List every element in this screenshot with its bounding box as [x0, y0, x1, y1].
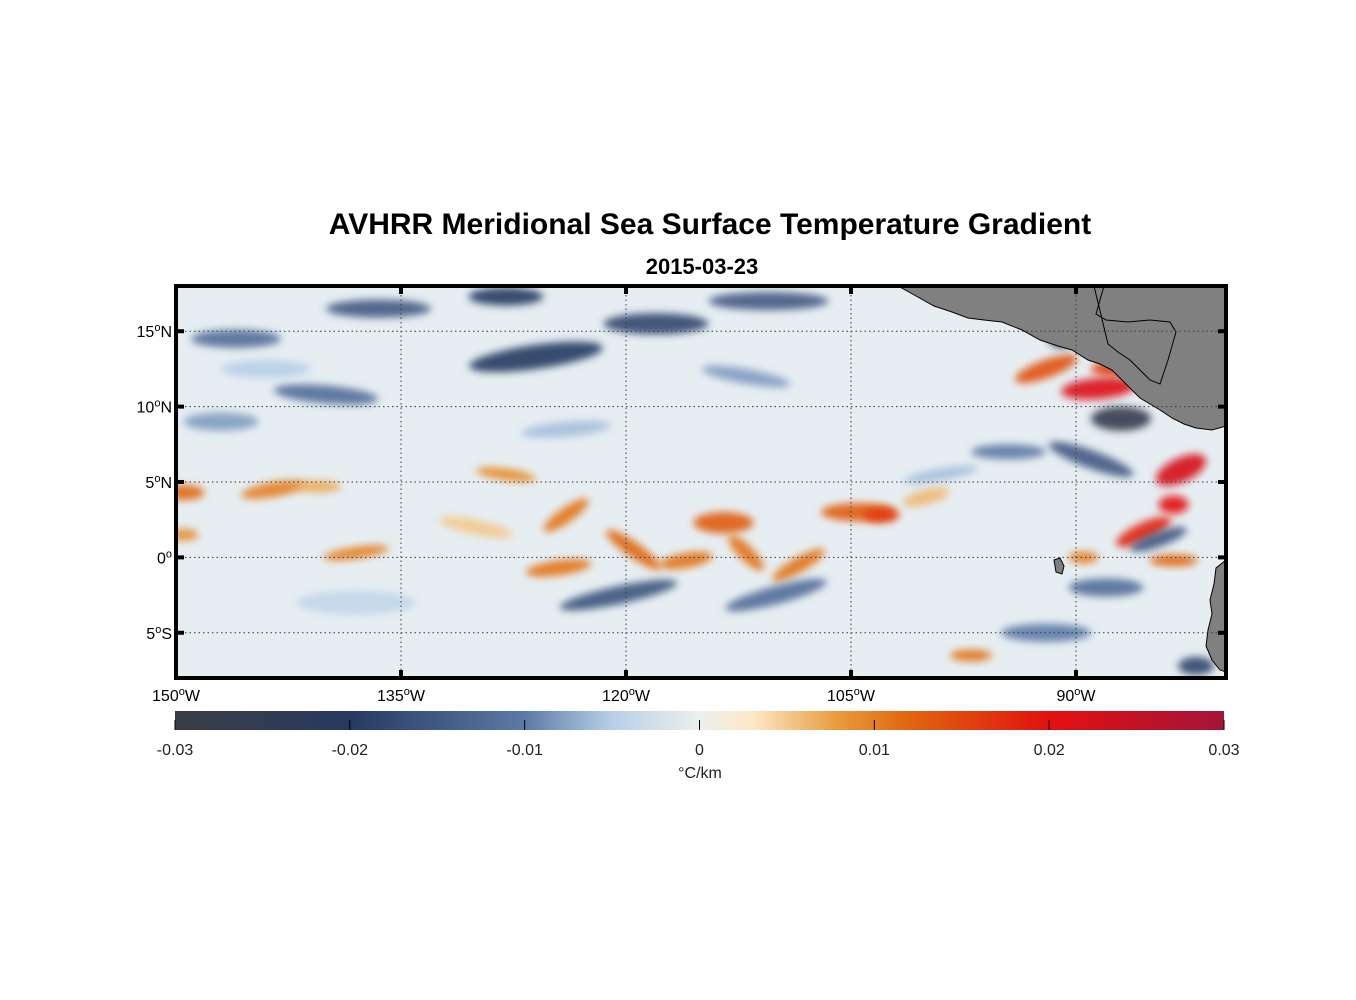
gradient-feature [904, 465, 978, 484]
figure-subtitle: 2015-03-23 [646, 254, 759, 279]
gradient-feature [521, 420, 611, 438]
colorbar-tick-label: -0.02 [332, 742, 369, 759]
gradient-feature [693, 512, 754, 534]
gradient-feature [971, 444, 1046, 460]
lon-tick-label: 90oW [1056, 686, 1096, 705]
gradient-feature [772, 548, 825, 582]
colorbar-tick-label: 0.03 [1208, 742, 1239, 759]
gradient-feature [1068, 578, 1144, 597]
gradient-feature [240, 480, 307, 499]
lat-tick-label: 0o [157, 548, 172, 567]
lon-tick-label: 150oW [152, 686, 201, 705]
gradient-feature [559, 579, 678, 611]
gradient-feature [476, 467, 536, 482]
gradient-feature [708, 292, 829, 311]
gradient-feature [176, 528, 199, 541]
colorbar-tick-label: 0.02 [1034, 742, 1065, 759]
gradient-feature [296, 590, 416, 615]
gradient-feature [543, 498, 589, 532]
gradient-feature [902, 487, 950, 507]
gradient-feature [728, 535, 764, 571]
latitude-labels: 15oN 10oN 5oN 0o 5oS [137, 322, 172, 643]
gradient-feature [725, 578, 827, 612]
gradient-feature [950, 649, 992, 662]
frame-ticks [174, 286, 1226, 678]
gradient-feature [1048, 441, 1134, 477]
longitude-labels: 150oW 135oW 120oW 105oW 90oW [152, 686, 1096, 705]
gradient-feature [1158, 495, 1189, 514]
colorbar-tick-label: 0.01 [859, 742, 890, 759]
gradient-feature [1156, 454, 1206, 486]
gradient-feature [326, 299, 431, 318]
gradient-feature [468, 287, 544, 306]
south-america-coast [1205, 559, 1226, 673]
gradient-feature [659, 551, 713, 570]
lon-tick-label: 135oW [377, 686, 426, 705]
gradient-feature [191, 329, 281, 348]
gradient-feature [701, 365, 791, 388]
gradient-feature [603, 313, 709, 335]
lat-tick-label: 10oN [137, 398, 172, 417]
colorbar-ticks: -0.03 -0.02 -0.01 0 0.01 0.02 0.03 [157, 720, 1240, 759]
gradient-feature [1178, 656, 1214, 675]
gradient-feature [221, 359, 311, 378]
gradient-feature [1014, 354, 1078, 384]
colorbar-tick-label: 0 [695, 742, 704, 759]
gradient-feature [1091, 406, 1151, 431]
gradient-feature [296, 480, 341, 493]
gradient-feature [1130, 526, 1187, 552]
lat-tick-label: 5oN [145, 473, 172, 492]
gradient-feature [183, 412, 259, 431]
lat-tick-label: 5oS [146, 624, 172, 643]
map-panel: 150oW 135oW 120oW 105oW 90oW 15oN 10oN 5oN 0o 5o… [137, 284, 1228, 705]
gradient-feature [323, 545, 389, 561]
gradient-feature [606, 529, 661, 570]
gradient-feature [439, 516, 513, 538]
lon-tick-label: 105oW [827, 686, 876, 705]
gradient-feature [1061, 377, 1136, 400]
colorbar-tick-label: -0.03 [157, 742, 194, 759]
galapagos-islands [1053, 557, 1065, 575]
gradient-feature [1116, 516, 1171, 547]
lon-tick-label: 120oW [602, 686, 651, 705]
gradient-feature [1149, 554, 1198, 567]
gradient-feature [273, 384, 379, 405]
colorbar: -0.03 -0.02 -0.01 0 0.01 0.02 0.03 °C/km [157, 711, 1240, 782]
sst-gradient-field [176, 287, 1214, 675]
gradient-feature [469, 341, 603, 373]
colorbar-tick-label: -0.01 [506, 742, 543, 759]
colorbar-unit-label: °C/km [678, 765, 722, 782]
gradient-feature [1068, 551, 1099, 564]
yucatan-coast [1093, 286, 1177, 385]
land-mask [896, 286, 1226, 673]
gradient-feature [525, 559, 592, 577]
gradient-feature [176, 485, 205, 501]
gradient-feature [863, 507, 899, 523]
figure-title: AVHRR Meridional Sea Surface Temperature… [329, 208, 1091, 241]
lat-tick-label: 15oN [137, 322, 172, 341]
